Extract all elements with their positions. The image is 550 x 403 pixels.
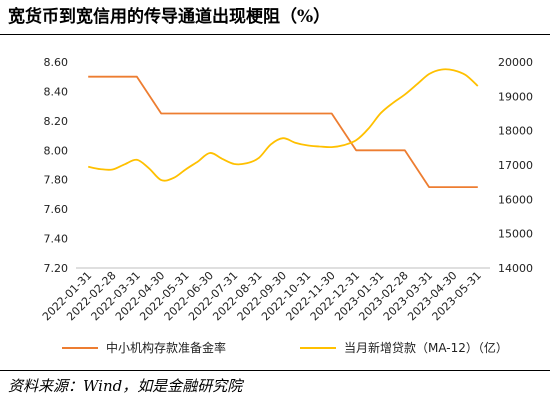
left-tick-label: 7.40 — [44, 233, 69, 246]
left-tick-label: 8.60 — [44, 56, 69, 69]
legend-label: 当月新增贷款（MA-12）（亿） — [344, 340, 508, 355]
source-rule — [0, 370, 550, 371]
rrr-series-line — [88, 75, 478, 188]
right-tick-label: 20000 — [498, 56, 533, 69]
source-note: 资料来源：Wind，如是金融研究院 — [8, 377, 243, 395]
right-tick-label: 18000 — [498, 125, 533, 138]
page-title: 宽货币到宽信用的传导通道出现梗阻（%） — [8, 7, 331, 27]
title-rule — [0, 34, 550, 35]
legend-label: 中小机构存款准备金率 — [106, 340, 226, 355]
right-tick-label: 19000 — [498, 90, 533, 103]
left-tick-label: 8.20 — [44, 115, 69, 128]
right-tick-label: 14000 — [498, 262, 533, 275]
right-tick-label: 15000 — [498, 228, 533, 241]
left-tick-label: 8.00 — [44, 144, 69, 157]
right-tick-label: 17000 — [498, 159, 533, 172]
loan-series-line — [88, 68, 479, 182]
left-tick-label: 7.20 — [44, 262, 69, 275]
left-tick-label: 8.40 — [44, 85, 69, 98]
right-tick-label: 16000 — [498, 193, 533, 206]
left-tick-label: 7.80 — [44, 174, 69, 187]
left-tick-label: 7.60 — [44, 203, 69, 216]
